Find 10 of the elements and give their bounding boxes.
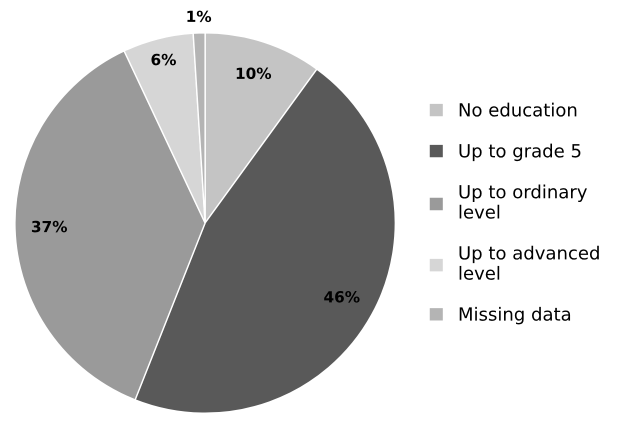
legend-label: Up to advanced level — [460, 246, 599, 280]
data-label: 37% — [32, 220, 68, 232]
legend-label: No education — [460, 102, 576, 117]
legend-label: Up to grade 5 — [460, 144, 580, 162]
data-label: 1% — [187, 10, 212, 22]
legend-label: Missing data — [460, 306, 570, 324]
data-label: 46% — [324, 291, 360, 303]
data-label: 6% — [151, 54, 176, 66]
data-label: 10% — [236, 68, 272, 80]
legend-label: Up to ordinary level — [460, 184, 587, 219]
